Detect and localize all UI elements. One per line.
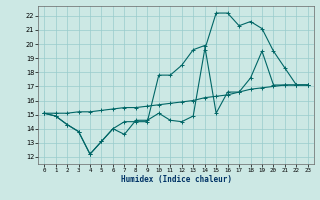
X-axis label: Humidex (Indice chaleur): Humidex (Indice chaleur) — [121, 175, 231, 184]
